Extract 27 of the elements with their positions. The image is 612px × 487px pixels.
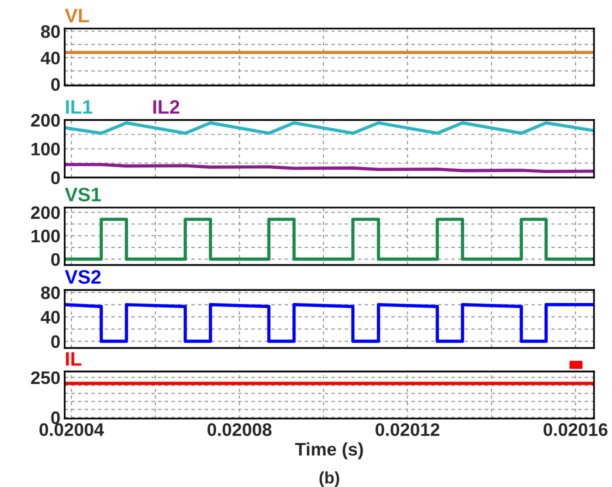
series-label: VS2	[64, 270, 101, 284]
series-label: VL	[64, 8, 89, 22]
x-axis-title: Time (s)	[295, 442, 363, 460]
y-tick-label: 40	[40, 310, 60, 324]
y-tick-label: 0	[51, 171, 60, 184]
y-tick-label: 0	[51, 78, 60, 91]
x-tick-label: 0.02016	[544, 423, 608, 436]
y-tick-label: 0	[51, 411, 60, 424]
y-tick-label: 250	[31, 371, 60, 384]
y-tick-label: 100	[32, 142, 60, 156]
series-label: IL	[66, 352, 82, 366]
y-tick-label: 0	[51, 335, 60, 348]
y-tick-label: 200	[31, 114, 60, 127]
y-tick-label: 100	[32, 230, 60, 242]
y-tick-label: 80	[41, 286, 60, 300]
y-tick-label: 40	[40, 52, 60, 64]
x-tick-label: 0.02012	[376, 423, 440, 436]
y-tick-label: 80	[41, 25, 60, 38]
y-tick-label: 0	[51, 253, 60, 266]
series-label: VS1	[64, 188, 101, 202]
text: (b)	[320, 471, 340, 487]
line-series	[64, 162, 594, 174]
y-tick-label: 200	[31, 206, 60, 220]
series-label: IL1	[66, 100, 92, 114]
text: IL2	[153, 100, 180, 114]
x-tick-label: 0.02008	[208, 423, 272, 436]
x-tick-label: 0.02004	[40, 423, 104, 436]
